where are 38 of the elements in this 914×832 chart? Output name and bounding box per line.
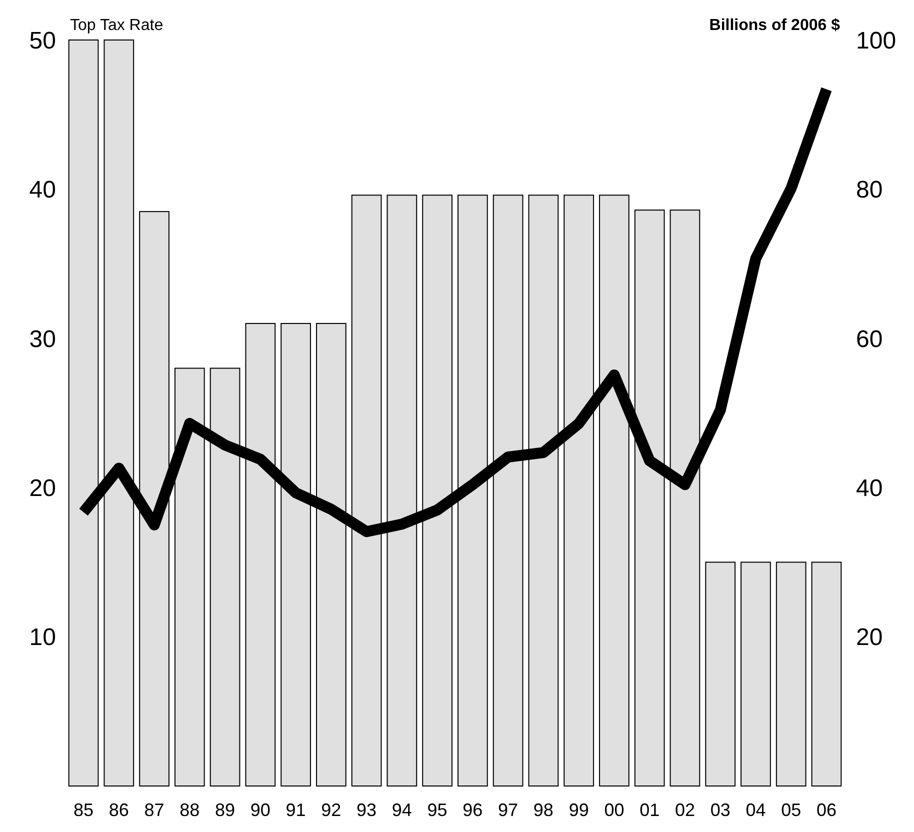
- x-tick-label: 90: [250, 800, 270, 820]
- bar: [776, 562, 806, 786]
- x-tick-label: 05: [781, 800, 802, 820]
- x-tick-label: 91: [286, 800, 306, 820]
- bar: [705, 562, 736, 786]
- x-tick-label: 86: [108, 800, 129, 820]
- x-tick-label: 85: [73, 800, 94, 820]
- x-tick-label: 96: [462, 800, 483, 820]
- bar: [811, 562, 842, 786]
- x-tick-label: 02: [674, 800, 695, 820]
- y-tick-label: 20: [29, 475, 56, 502]
- y2-tick-label: 100: [856, 27, 896, 54]
- y2-axis-title: Billions of 2006 $: [709, 17, 840, 34]
- y2-tick-label: 40: [856, 475, 883, 502]
- x-tick-label: 04: [746, 800, 766, 820]
- x-tick-label: 87: [144, 800, 164, 820]
- y-axis-title: Top Tax Rate: [70, 17, 164, 34]
- x-tick-label: 92: [321, 800, 342, 820]
- bar: [740, 562, 771, 786]
- x-tick-label: 03: [710, 800, 730, 820]
- x-tick-label: 88: [180, 800, 200, 820]
- x-tick-label: 97: [498, 800, 518, 820]
- x-tick-label: 93: [356, 800, 377, 820]
- y-tick-label: 10: [29, 624, 56, 652]
- x-tick-label: 98: [533, 800, 554, 820]
- x-tick-label: 00: [604, 800, 624, 820]
- y2-tick-label: 80: [856, 176, 883, 204]
- y-tick-label: 50: [29, 27, 56, 54]
- y-tick-label: 30: [29, 326, 56, 353]
- x-tick-label: 06: [816, 800, 837, 820]
- x-tick-label: 89: [215, 800, 236, 820]
- x-tick-label: 95: [427, 800, 448, 820]
- x-tick-label: 01: [640, 800, 660, 820]
- y2-tick-label: 20: [856, 624, 883, 652]
- x-tick-label: 99: [568, 800, 589, 820]
- y-tick-label: 40: [29, 176, 56, 204]
- y2-tick-label: 60: [856, 326, 883, 353]
- x-tick-label: 94: [392, 800, 412, 820]
